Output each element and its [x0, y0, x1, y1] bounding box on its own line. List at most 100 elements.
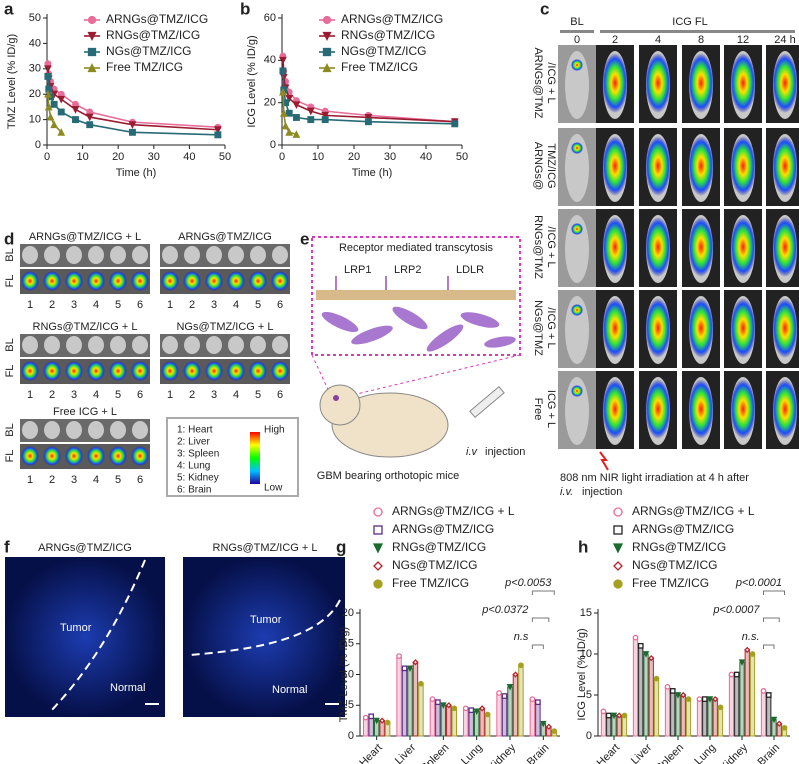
legend-label: NGs@TMZ/ICG	[106, 44, 192, 58]
y-tick-label: 15	[342, 638, 354, 650]
legend-label: ARNGs@TMZ/ICG	[632, 522, 734, 536]
x-tick-label: 30	[384, 151, 396, 163]
organ-signal	[131, 271, 149, 291]
organ	[228, 336, 244, 354]
signal	[602, 298, 628, 358]
x-tick-label: Liver	[629, 741, 655, 764]
signal	[571, 385, 583, 397]
signal	[688, 53, 714, 113]
image	[160, 334, 290, 357]
organ	[44, 246, 60, 264]
organ	[250, 246, 266, 264]
organ	[88, 421, 104, 439]
organ-number: 2	[49, 299, 55, 311]
x-tick-label: 50	[456, 151, 468, 163]
x-tick-label: 30	[148, 151, 160, 163]
marker	[279, 108, 288, 117]
bar	[675, 694, 681, 737]
boundary	[49, 559, 146, 713]
marker	[322, 31, 332, 41]
bar	[468, 709, 474, 737]
row-label: /ICG + L	[545, 307, 557, 348]
bar	[368, 715, 374, 737]
image	[20, 269, 150, 294]
marker	[373, 717, 380, 725]
label: GBM bearing orthotopic mice	[317, 470, 459, 482]
marker	[321, 111, 330, 120]
legend-label: ARNGs@TMZ/ICG	[392, 522, 494, 536]
organ	[272, 246, 288, 264]
legend-box	[166, 417, 299, 497]
bar	[728, 674, 735, 737]
marker	[473, 708, 480, 716]
bar	[643, 653, 649, 737]
marker	[45, 85, 53, 93]
x-tick-label: 20	[112, 151, 124, 163]
bar	[429, 698, 436, 737]
organ-number: 4	[233, 299, 239, 311]
marker	[128, 121, 137, 129]
organ-number: 5	[115, 389, 121, 401]
organ-signal	[109, 361, 127, 381]
row-label: TMZ/ICG	[545, 143, 557, 188]
marker	[279, 87, 287, 96]
x-axis-label: Time (h)	[352, 167, 393, 179]
y-tick-label: 20	[264, 97, 276, 109]
annotation: n.s	[514, 631, 529, 643]
marker	[418, 680, 424, 687]
signal	[772, 379, 798, 439]
signal	[772, 136, 798, 196]
marker	[610, 712, 618, 720]
panel-label: b	[240, 0, 250, 18]
y-axis-label: TMZ Level (% ID/g)	[6, 34, 18, 129]
marker	[621, 712, 628, 719]
organ-signal	[205, 271, 223, 291]
y-tick-label: 20	[342, 607, 354, 619]
organ	[228, 246, 244, 264]
marker	[605, 712, 612, 719]
y-tick-label: 50	[29, 12, 41, 24]
panel-label: h	[578, 537, 588, 556]
row-label: /ICG + L	[545, 62, 557, 103]
organ-number: 5	[255, 299, 261, 311]
bar	[760, 690, 767, 737]
legend-label: Free TMZ/ICG	[106, 60, 183, 74]
panel-label: c	[540, 0, 549, 18]
legend-label: ARNGs@TMZ/ICG	[341, 12, 443, 26]
bar	[702, 698, 708, 737]
region-label: Normal	[272, 684, 307, 696]
marker	[373, 525, 383, 535]
region-label: Tumor	[60, 622, 92, 634]
diagram-title: Receptor mediated transcytosis	[339, 242, 494, 254]
marker	[285, 128, 294, 136]
organ-signal	[227, 361, 245, 381]
marker	[712, 695, 719, 703]
marker	[406, 665, 414, 673]
signal	[602, 217, 628, 277]
marker	[435, 699, 441, 706]
marker	[87, 63, 97, 73]
panel-label: f	[4, 537, 10, 556]
organ	[22, 421, 38, 439]
y-tick-label: 10	[29, 114, 41, 126]
bar	[685, 698, 692, 737]
organ-number: 1	[27, 299, 33, 311]
organ-signal	[87, 271, 105, 291]
organ-signal	[131, 361, 149, 381]
x-tick-label: Heart	[595, 742, 623, 764]
mouse-body	[331, 392, 449, 458]
marker	[744, 646, 751, 654]
legend-label: Free TMZ/ICG	[341, 60, 418, 74]
signal	[730, 298, 756, 358]
x-tick-label: Spleen	[419, 742, 452, 764]
marker	[674, 692, 682, 699]
organ	[184, 336, 200, 354]
organ	[132, 421, 148, 439]
marker	[362, 714, 369, 721]
marker	[642, 651, 650, 658]
marker	[701, 696, 708, 702]
legend-label: RNGs@TMZ/ICG	[106, 28, 200, 42]
organ	[44, 421, 60, 439]
marker	[551, 728, 558, 734]
organ-signal	[205, 361, 223, 381]
